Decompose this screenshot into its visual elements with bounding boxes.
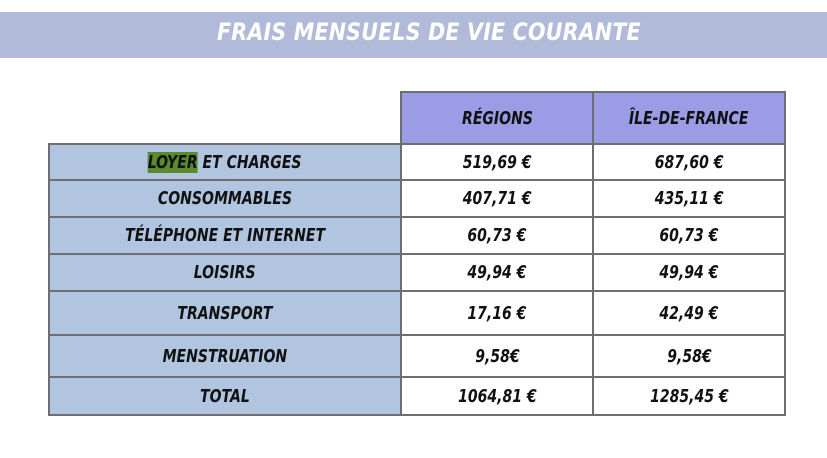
- value-regions: 407,71 €: [400, 179, 594, 218]
- row-label: MENSTRUATION: [48, 334, 402, 378]
- title-banner: [0, 12, 827, 58]
- value-regions: 9,58€: [400, 334, 594, 378]
- total-ile-de-france: 1285,45 €: [592, 376, 786, 416]
- table-row: LOISIRS 49,94 € 49,94 €: [48, 253, 786, 292]
- table-row: CONSOMMABLES 407,71 € 435,11 €: [48, 179, 786, 218]
- row-label: TÉLÉPHONE ET INTERNET: [48, 216, 402, 255]
- table-row: MENSTRUATION 9,58€ 9,58€: [48, 334, 786, 378]
- value-ile-de-france: 687,60 €: [592, 143, 786, 181]
- value-ile-de-france: 42,49 €: [592, 290, 786, 336]
- highlighted-word: LOYER: [148, 151, 199, 173]
- page-title: FRAIS MENSUELS DE VIE COURANTE: [217, 18, 641, 46]
- table-row: TÉLÉPHONE ET INTERNET 60,73 € 60,73 €: [48, 216, 786, 255]
- value-regions: 519,69 €: [400, 143, 594, 181]
- empty-corner-cell: [49, 92, 401, 144]
- row-label: LOISIRS: [48, 253, 402, 292]
- table-row: TRANSPORT 17,16 € 42,49 €: [48, 290, 786, 336]
- value-ile-de-france: 435,11 €: [592, 179, 786, 218]
- value-regions: 60,73 €: [400, 216, 594, 255]
- header-row: RÉGIONS ÎLE-DE-FRANCE: [49, 91, 786, 145]
- row-label: CONSOMMABLES: [48, 179, 402, 218]
- cost-table: RÉGIONS ÎLE-DE-FRANCE LOYER ET CHARGES 5…: [48, 91, 786, 416]
- total-row: TOTAL 1064,81 € 1285,45 €: [48, 376, 786, 416]
- value-ile-de-france: 9,58€: [592, 334, 786, 378]
- value-regions: 17,16 €: [400, 290, 594, 336]
- total-regions: 1064,81 €: [400, 376, 594, 416]
- row-label: LOYER ET CHARGES: [48, 143, 402, 181]
- column-header-regions: RÉGIONS: [400, 91, 594, 145]
- row-label: TRANSPORT: [48, 290, 402, 336]
- value-ile-de-france: 60,73 €: [592, 216, 786, 255]
- row-label-total: TOTAL: [48, 376, 402, 416]
- table-row: LOYER ET CHARGES 519,69 € 687,60 €: [48, 143, 786, 181]
- value-ile-de-france: 49,94 €: [592, 253, 786, 292]
- value-regions: 49,94 €: [400, 253, 594, 292]
- column-header-ile-de-france: ÎLE-DE-FRANCE: [592, 91, 786, 145]
